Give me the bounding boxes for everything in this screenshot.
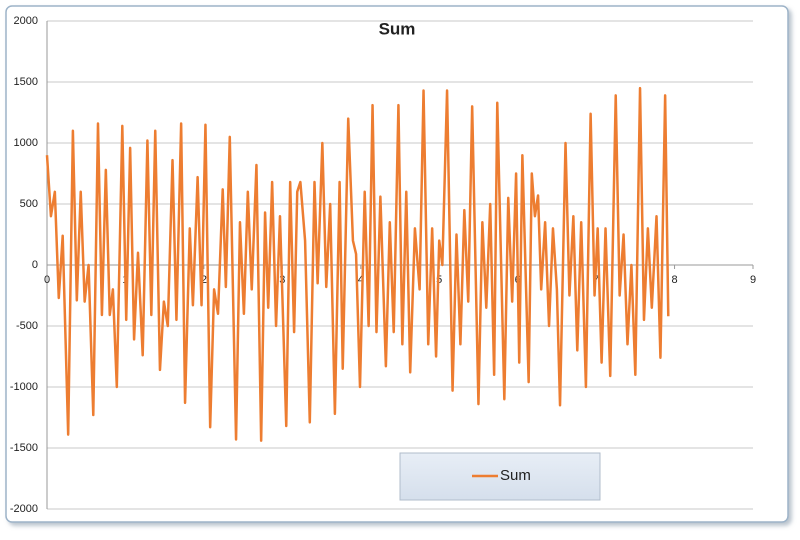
series-line bbox=[45, 86, 670, 442]
x-tick-label: 4 bbox=[358, 274, 364, 286]
chart-title: Sum bbox=[379, 19, 416, 38]
y-tick-label: 1000 bbox=[14, 137, 38, 149]
y-tick-label: 1500 bbox=[14, 76, 38, 88]
legend-label: Sum bbox=[500, 467, 531, 484]
x-tick-label: 0 bbox=[44, 274, 50, 286]
y-tick-label: -500 bbox=[16, 320, 38, 332]
y-tick-label: 0 bbox=[32, 259, 38, 271]
y-tick-label: -1000 bbox=[10, 381, 38, 393]
x-tick-label: 8 bbox=[671, 274, 677, 286]
x-tick-label: 2 bbox=[201, 274, 207, 286]
y-tick-label: 2000 bbox=[14, 15, 38, 27]
y-tick-label: 500 bbox=[20, 198, 38, 210]
legend: Sum bbox=[399, 452, 601, 501]
legend-box bbox=[399, 452, 601, 501]
y-tick-label: -2000 bbox=[10, 503, 38, 515]
chart-frame bbox=[5, 5, 789, 523]
x-tick-label: 9 bbox=[750, 274, 756, 286]
y-tick-label: -1500 bbox=[10, 442, 38, 454]
